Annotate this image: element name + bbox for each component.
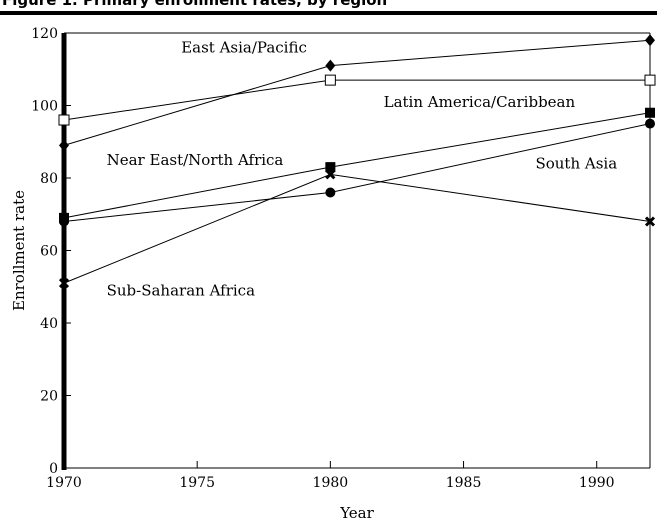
y-tick-label: 80 xyxy=(40,171,58,187)
x-tick-label: 1990 xyxy=(579,475,615,491)
data-point-south-asia xyxy=(325,187,336,198)
data-point-latin-america-caribbean xyxy=(644,74,656,86)
data-point-near-east-north-africa xyxy=(645,107,655,118)
axes: 0 20 40 60 80 100 120 1970 1975 1980 1985 1990 Year E… xyxy=(10,26,651,522)
x-tick-label: 1970 xyxy=(46,475,82,491)
data-point-latin-america-caribbean xyxy=(58,114,70,126)
series-labels: East Asia/Pacific Latin America/Caribbean… xyxy=(107,39,618,300)
data-point-sub-saharan-africa xyxy=(58,278,70,289)
header-rule xyxy=(0,11,657,15)
figure-header: Figure 1. Primary enrollment rates, by r… xyxy=(0,0,657,18)
x-tick-label: 1980 xyxy=(313,475,349,491)
data-point-south-asia xyxy=(59,216,69,227)
series-label-latin-america-caribbean: Latin America/Caribbean xyxy=(384,93,576,111)
data-point-east-asia-pacific xyxy=(59,139,69,152)
x-tick-label: 1975 xyxy=(179,475,215,491)
series-line-sub-saharan-africa xyxy=(63,173,651,284)
data-point-near-east-north-africa xyxy=(325,162,336,173)
series-line-south-asia xyxy=(63,123,651,222)
y-tick-label: 120 xyxy=(31,26,58,42)
x-tick-label: 1985 xyxy=(446,475,482,491)
y-tick-label: 60 xyxy=(40,244,58,260)
series-label-east-asia-pacific: East Asia/Pacific xyxy=(181,39,307,57)
data-point-east-asia-pacific xyxy=(325,59,336,72)
series-label-south-asia: South Asia xyxy=(535,155,617,173)
y-tick-label: 100 xyxy=(31,99,58,115)
figure-header-text: Figure 1. Primary enrollment rates, by r… xyxy=(2,0,388,9)
data-point-latin-america-caribbean xyxy=(324,74,336,86)
data-point-east-asia-pacific xyxy=(645,34,655,47)
y-tick-label: 0 xyxy=(49,461,58,477)
data-point-south-asia xyxy=(645,118,655,129)
y-tick-label: 40 xyxy=(40,316,58,332)
series-label-near-east-north-africa: Near East/North Africa xyxy=(107,151,284,169)
y-tick-label: 20 xyxy=(40,389,58,405)
series-markers xyxy=(58,34,656,289)
series-label-sub-saharan-africa: Sub-Saharan Africa xyxy=(107,281,255,299)
data-point-sub-saharan-africa xyxy=(644,216,656,227)
data-point-sub-saharan-africa xyxy=(325,169,336,180)
y-axis-title: Enrollment rate xyxy=(10,190,28,311)
x-axis-title: Year xyxy=(339,504,374,522)
